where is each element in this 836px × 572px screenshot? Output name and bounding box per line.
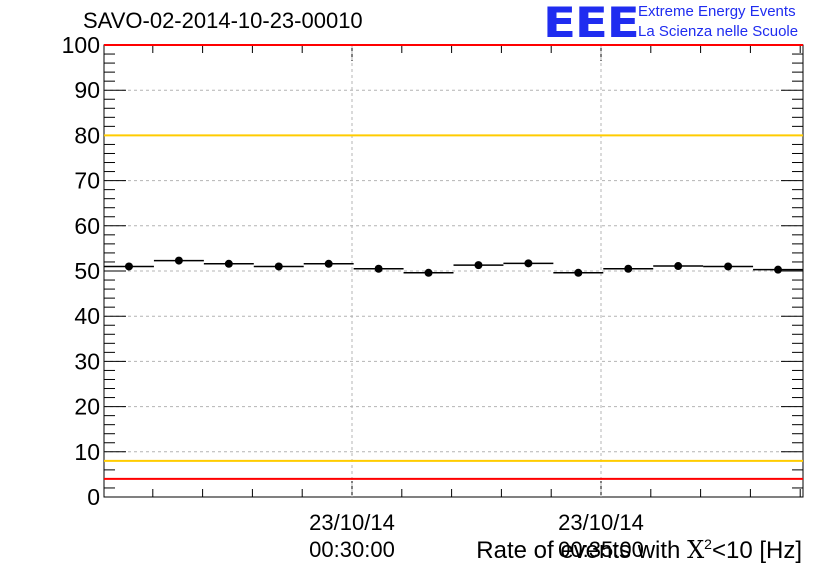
y-tick-label: 30	[74, 348, 100, 374]
data-point	[174, 256, 183, 265]
x-axis-label-text: Rate of events with	[476, 537, 681, 564]
y-tick-label: 70	[74, 168, 100, 194]
x-axis-label-suffix: <10 [Hz]	[711, 537, 802, 564]
data-point	[574, 268, 583, 277]
y-tick-label: 20	[74, 394, 100, 420]
x-tick-time-label: 00:35:00	[558, 537, 644, 562]
y-tick-label: 90	[74, 77, 100, 103]
y-tick-label: 10	[74, 439, 100, 465]
data-point	[474, 261, 483, 270]
data-point	[674, 262, 683, 271]
y-tick-label: 0	[87, 484, 100, 510]
eee-logo: EEE	[543, 0, 640, 47]
chart-title: SAVO-02-2014-10-23-00010	[83, 8, 363, 33]
logo-line-2: La Scienza nelle Scuole	[638, 23, 799, 40]
x-tick-date-label: 23/10/14	[309, 510, 395, 535]
data-point	[374, 264, 383, 273]
x-axis-label: Rate of events with X2<10 [Hz]	[476, 536, 802, 565]
data-point	[274, 262, 283, 271]
data-point	[124, 262, 133, 271]
x-axis-label-exponent: 2	[704, 536, 712, 552]
x-tick-time-label: 00:30:00	[309, 537, 395, 562]
data-point	[324, 259, 333, 268]
y-tick-label: 80	[74, 122, 100, 148]
y-tick-label: 100	[62, 32, 100, 58]
y-tick-label: 60	[74, 213, 100, 239]
data-point	[724, 262, 733, 271]
data-point	[524, 259, 533, 268]
y-tick-label: 50	[74, 258, 100, 284]
data-point	[774, 265, 783, 274]
data-point	[224, 259, 233, 268]
data-point	[624, 264, 633, 273]
x-axis-label-symbol: X	[687, 536, 705, 564]
data-point	[424, 268, 433, 277]
y-tick-label: 40	[74, 303, 100, 329]
x-tick-date-label: 23/10/14	[558, 510, 644, 535]
logo-line-1: Extreme Energy Events	[638, 3, 796, 20]
